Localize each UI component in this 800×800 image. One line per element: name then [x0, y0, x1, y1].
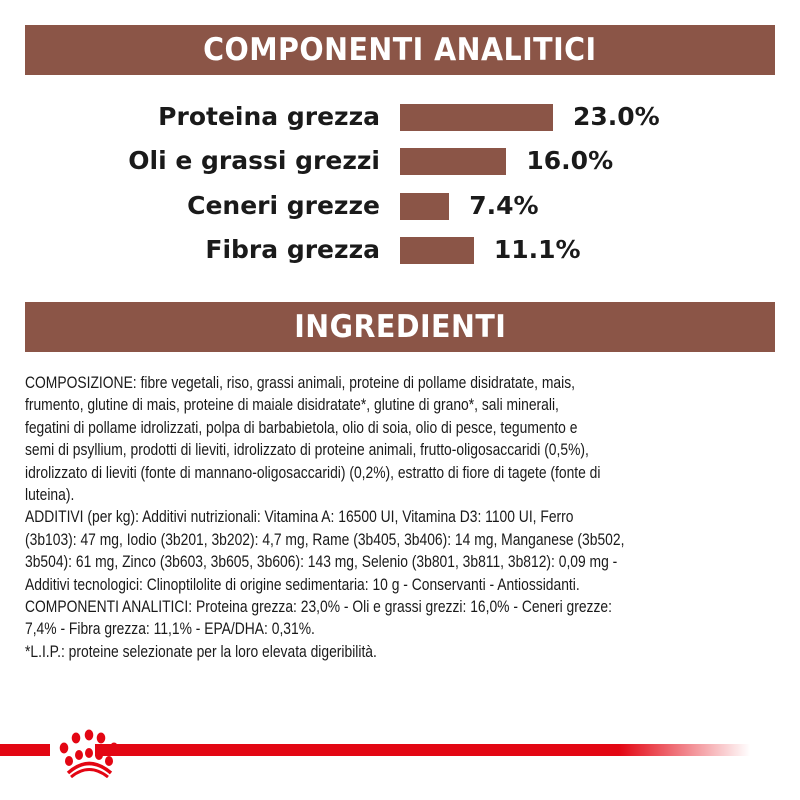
ingredients-line: (3b103): 47 mg, Iodio (3b201, 3b202): 4,…	[25, 530, 625, 549]
analytic-components-header: COMPONENTI ANALITICI	[25, 25, 775, 75]
ingredients-line: COMPONENTI ANALITICI: Proteina grezza: 2…	[25, 598, 612, 617]
ingredients-line: 3b504): 61 mg, Zinco (3b603, 3b605, 3b60…	[25, 553, 618, 572]
bar-row: Oli e grassi grezzi 16.0%	[0, 141, 800, 181]
ingredients-line: 7,4% - Fibra grezza: 11,1% - EPA/DHA: 0,…	[25, 620, 315, 639]
bar-label: Ceneri grezze	[187, 191, 380, 220]
bar-label: Oli e grassi grezzi	[128, 146, 380, 175]
ingredients-line: frumento, glutine di mais, proteine di m…	[25, 396, 559, 415]
bar-value-label: 11.1%	[493, 235, 581, 264]
bar	[400, 148, 507, 175]
bar-value-label: 23.0%	[572, 102, 660, 131]
ingredients-line: COMPOSIZIONE: fibre vegetali, riso, gras…	[25, 374, 575, 392]
bar	[400, 193, 450, 220]
bar-row: Proteina grezza 23.0%	[0, 97, 800, 137]
footer-red-line-right	[95, 744, 750, 756]
bar-row: Fibra grezza 11.1%	[0, 230, 800, 270]
bar-row: Ceneri grezze 7.4%	[0, 186, 800, 226]
ingredients-line: *L.I.P.: proteine selezionate per la lor…	[25, 642, 377, 661]
ingredients-line: ADDITIVI (per kg): Additivi nutrizionali…	[25, 508, 574, 527]
bar-label: Fibra grezza	[205, 235, 380, 264]
crown-logo-icon	[59, 729, 119, 778]
ingredients-line: fegatini di pollame idrolizzati, polpa d…	[25, 418, 578, 437]
ingredients-line: luteina).	[25, 486, 75, 505]
bar	[400, 104, 553, 131]
ingredients-line: idrolizzato di lieviti (fonte di mannano…	[25, 463, 601, 482]
ingredients-line: Additivi tecnologici: Clinoptilolite di …	[25, 575, 580, 594]
bar-value-label: 16.0%	[526, 146, 614, 175]
footer-red-line-left	[0, 744, 50, 756]
bar	[400, 237, 474, 264]
bar-value-label: 7.4%	[469, 191, 539, 220]
ingredients-header: INGREDIENTI	[25, 302, 775, 352]
bar-label: Proteina grezza	[158, 102, 380, 131]
ingredients-line: semi di psyllium, prodotti di lieviti, i…	[25, 441, 589, 460]
ingredients-text: COMPOSIZIONE: fibre vegetali, riso, gras…	[25, 372, 785, 663]
